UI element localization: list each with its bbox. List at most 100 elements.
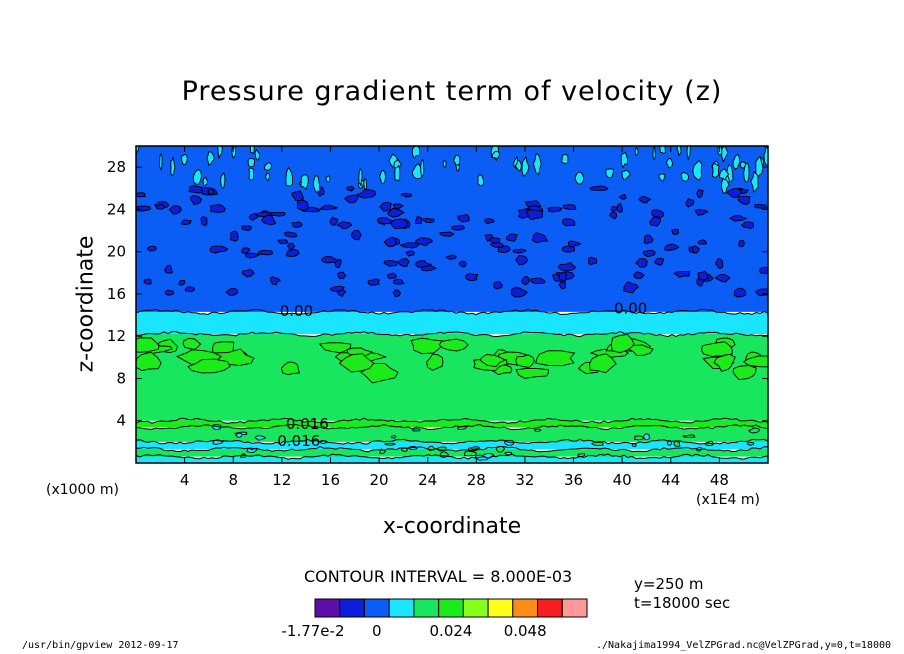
contour-cell	[209, 204, 226, 213]
colorbar-swatch	[413, 598, 440, 618]
contour-cell	[329, 216, 339, 226]
contour-cell	[178, 279, 186, 286]
contour-cell	[532, 232, 549, 244]
contour-cell	[743, 162, 750, 183]
contour-cell	[740, 221, 754, 229]
contour-cell	[642, 249, 656, 258]
contour-cell	[534, 428, 542, 432]
contour-cell	[610, 206, 618, 213]
contour-cell	[422, 218, 435, 223]
contour-cell	[415, 215, 423, 225]
contour-line	[136, 446, 768, 453]
contour-cell	[320, 255, 341, 264]
contour-cell	[457, 213, 470, 223]
contour-cell	[286, 242, 296, 252]
contour-cell	[763, 146, 768, 166]
contour-cell	[737, 195, 751, 206]
contour-cell	[620, 151, 628, 169]
contour-cell	[588, 256, 598, 266]
contour-cell	[180, 153, 188, 166]
contour-cell	[247, 157, 255, 168]
contour-cell	[515, 354, 535, 368]
contour-cell	[505, 233, 519, 242]
colorbar-swatch	[339, 598, 365, 618]
contour-cell	[686, 146, 691, 161]
contour-cell	[156, 203, 166, 210]
contour-cell	[720, 177, 730, 194]
colorbar-swatch	[462, 598, 489, 618]
contour-cell	[319, 204, 339, 211]
contour-cell	[241, 268, 255, 278]
colorbar-swatch	[537, 598, 563, 618]
contour-cell	[634, 146, 639, 156]
contour-cell	[643, 234, 654, 245]
contour-cell	[719, 168, 730, 181]
contour-cell	[747, 427, 761, 434]
contour-cell	[146, 245, 157, 252]
contour-cell	[535, 350, 576, 367]
contour-cell	[136, 192, 146, 198]
contour-cell	[241, 247, 251, 254]
contour-cell	[559, 270, 567, 283]
contour-cell	[405, 250, 415, 257]
contour-cell	[557, 261, 577, 272]
footer-right: ./Nakajima1994_VelZPGrad.nc@VelZPGrad,y=…	[596, 640, 892, 651]
x-tick-label: 40	[613, 471, 632, 489]
contour-cell	[514, 159, 522, 172]
contour-cell	[358, 167, 363, 187]
contour-cell	[521, 156, 530, 177]
contour-line	[136, 423, 768, 431]
contour-label: 0.00	[280, 302, 313, 320]
contour-cell	[442, 159, 447, 169]
contour-cell	[337, 271, 347, 280]
contour-cell	[439, 231, 456, 237]
contour-cell	[360, 363, 399, 384]
chart-title: Pressure gradient term of velocity (z)	[181, 76, 723, 107]
contour-cell	[336, 221, 353, 230]
x-axis-label: x-coordinate	[382, 514, 522, 539]
contour-cell	[225, 287, 239, 297]
contour-cell	[618, 193, 627, 200]
contour-cell	[254, 211, 272, 218]
contour-cell	[681, 434, 696, 438]
contour-cell	[493, 281, 503, 290]
contour-cell	[344, 194, 359, 204]
contour-cell	[737, 239, 745, 248]
contour-cell	[671, 228, 679, 236]
contour-band	[136, 309, 768, 335]
colorbar-tick-label: -1.77e-2	[282, 622, 345, 640]
contour-line	[136, 453, 768, 460]
contour-cell	[512, 248, 528, 254]
contour-cell	[588, 185, 609, 191]
contour-cell	[143, 278, 152, 285]
contour-cell	[412, 428, 421, 432]
contour-cell	[392, 203, 404, 209]
contour-cell	[479, 354, 506, 368]
contour-cell	[469, 446, 480, 450]
contour-cell	[491, 151, 501, 160]
contour-cell	[589, 353, 617, 374]
contour-cell	[184, 286, 196, 293]
x-tick-label: 32	[515, 471, 534, 489]
contour-cell	[325, 175, 331, 183]
contour-cell	[217, 146, 223, 159]
contour-cell	[638, 195, 652, 204]
contour-cell	[510, 287, 528, 298]
contour-cell	[386, 272, 398, 280]
contour-cell	[574, 171, 585, 185]
contour-line	[136, 330, 768, 338]
contour-cell	[663, 243, 680, 251]
colorbar-swatch	[363, 598, 390, 618]
contour-cell	[387, 207, 405, 218]
contour-cell	[394, 164, 401, 182]
contour-cell	[633, 271, 645, 280]
contour-cell	[562, 203, 577, 211]
contour-cell	[392, 289, 402, 298]
contour-cell	[182, 337, 202, 350]
contour-cell	[168, 205, 182, 215]
contour-cell	[257, 249, 273, 256]
contour-cell	[754, 204, 768, 209]
contour-cell	[631, 443, 637, 448]
contour-lines	[136, 308, 768, 460]
